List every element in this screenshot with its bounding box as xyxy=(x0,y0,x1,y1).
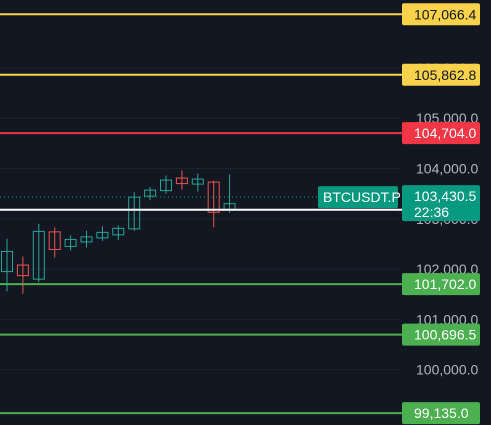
candles xyxy=(1,170,236,294)
level-105862-tag-bg xyxy=(402,63,480,86)
candle xyxy=(16,256,29,294)
level-100696-tag: 100,696.5 xyxy=(402,323,480,346)
level-99135-tag-bg xyxy=(402,402,480,425)
candle-body xyxy=(144,189,157,197)
candle-body xyxy=(112,227,125,236)
price-tick-label: 104,000.0 xyxy=(416,160,478,176)
last-price-tag-bg xyxy=(402,185,480,222)
symbol-label-text: BTCUSDT.P xyxy=(323,189,401,205)
candle xyxy=(80,230,93,248)
level-100696-tag-label: 100,696.5 xyxy=(414,327,476,343)
candle xyxy=(175,170,188,190)
candle xyxy=(144,187,157,201)
level-101702-tag-label: 101,702.0 xyxy=(414,276,476,292)
candle-body xyxy=(128,196,141,230)
candle-body xyxy=(1,250,13,273)
price-tick-label: 101,000.0 xyxy=(416,311,478,327)
candle xyxy=(1,238,13,292)
candle-body xyxy=(32,230,45,280)
horizontal-levels xyxy=(0,13,402,415)
candle xyxy=(32,223,45,283)
symbol-label: BTCUSDT.P xyxy=(318,186,401,209)
level-105862-tag: 105,862.8 xyxy=(402,63,480,86)
candle xyxy=(191,173,204,192)
last-price-value: 103,430.5 xyxy=(414,188,476,204)
candle-body xyxy=(80,236,93,243)
candle-body xyxy=(48,231,61,250)
level-tags: 107,066.4105,862.8104,704.0103,180.2101,… xyxy=(318,3,480,425)
chart-grid xyxy=(0,67,400,371)
level-99135-tag-label: 99,135.0 xyxy=(414,405,469,421)
candle xyxy=(128,192,141,231)
level-104704-tag: 104,704.0 xyxy=(402,122,480,145)
level-107066-tag: 107,066.4 xyxy=(402,3,480,26)
level-104704-tag-label: 104,704.0 xyxy=(414,125,476,141)
candle xyxy=(64,235,77,251)
level-107066-tag-bg xyxy=(402,3,480,26)
symbol-label-bg xyxy=(318,186,398,209)
price-tick-label: 100,000.0 xyxy=(416,362,478,378)
last-price-tag: 103,430.522:36 xyxy=(402,185,480,222)
level-107066-tag-label: 107,066.4 xyxy=(414,6,476,22)
candle-body xyxy=(160,179,172,192)
candle-body xyxy=(191,178,204,185)
candle-body xyxy=(16,264,29,277)
last-price-countdown: 22:36 xyxy=(414,204,449,220)
level-99135-tag: 99,135.0 xyxy=(402,402,480,425)
candle xyxy=(112,225,125,240)
level-100696-tag-bg xyxy=(402,323,480,346)
candle-body xyxy=(96,231,109,239)
level-105862-tag-label: 105,862.8 xyxy=(414,67,476,83)
level-104704-tag-bg xyxy=(402,122,480,145)
candle-body xyxy=(175,177,188,185)
level-101702-tag-bg xyxy=(402,273,480,296)
candle xyxy=(160,175,172,194)
candle-body xyxy=(64,238,77,247)
candle xyxy=(96,226,109,241)
candle xyxy=(48,227,61,258)
level-101702-tag: 101,702.0 xyxy=(402,273,480,296)
